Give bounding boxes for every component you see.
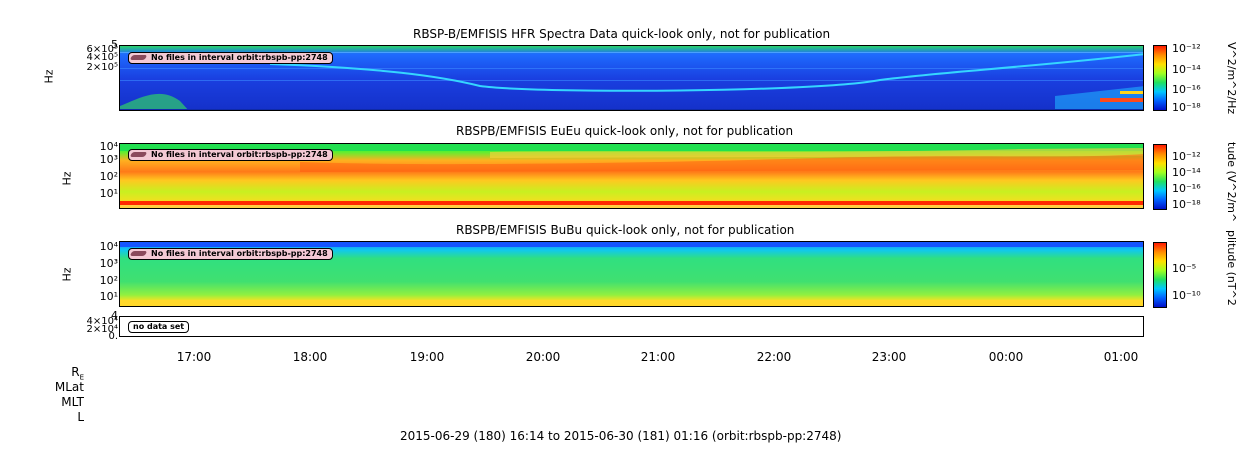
panel2-ytick-2: 10² — [99, 170, 118, 183]
eph-label-mlt: MLT — [61, 395, 84, 409]
panel3-ylabel: Hz — [60, 267, 74, 282]
panel1-title: RBSP-B/EMFISIS HFR Spectra Data quick-lo… — [413, 27, 831, 41]
panel3-cb-label: plitude (nT^2 — [1225, 230, 1238, 306]
x-tick-2300: 23:00 — [871, 350, 907, 364]
no-data-set-badge: no data set — [128, 321, 190, 333]
tag-icon — [129, 152, 148, 157]
panel2-ytick-3: 10¹ — [99, 187, 118, 200]
panel1-ytop: 5 — [111, 38, 118, 51]
panel1-cb-label: V^2/m^2/Hz — [1225, 42, 1238, 115]
panel1-ytick-0: 6×10⁵ — [86, 44, 118, 55]
panel2-cb-tick-1: 10⁻¹⁴ — [1172, 166, 1201, 179]
ephemeris-panel — [119, 316, 1144, 337]
bubu-spectrogram — [119, 241, 1144, 307]
panel2-colorbar — [1153, 144, 1167, 210]
panel1-colorbar — [1153, 45, 1167, 111]
panel2-ytick-0: 10⁴ — [99, 140, 118, 153]
x-tick-0100: 01:00 — [1103, 350, 1139, 364]
panel3-title: RBSPB/EMFISIS BuBu quick-look only, not … — [456, 223, 795, 237]
tag-icon — [129, 251, 148, 256]
panel1-cb-tick-2: 10⁻¹⁶ — [1172, 83, 1201, 96]
panel1-ytick-2: 2×10⁵ — [86, 62, 118, 73]
panel4-ytop: 4 — [111, 309, 118, 322]
panel2-ylabel: Hz — [60, 171, 74, 186]
panel4-ytick-0: 4×10⁴ — [86, 316, 118, 327]
eph-r-sub: E — [79, 373, 84, 382]
panel1-cb-tick-3: 10⁻¹⁸ — [1172, 101, 1201, 114]
panel1-ytick-1: 4×10⁵ — [86, 52, 118, 63]
panel1-no-files-badge: No files in interval orbit:rbspb-pp:2748 — [128, 52, 333, 64]
hfr-plot — [120, 46, 1143, 110]
eph-label-mlat: MLat — [54, 380, 84, 394]
panel3-ytick-1: 10³ — [99, 257, 118, 270]
panel2-badge-text: No files in interval orbit:rbspb-pp:2748 — [151, 150, 328, 159]
x-tick-2100: 21:00 — [640, 350, 676, 364]
eph-r-text: R — [71, 365, 80, 379]
panel1-cb-tick-0: 10⁻¹² — [1172, 42, 1201, 55]
x-tick-1800: 18:00 — [292, 350, 328, 364]
eph-label-r: RE — [44, 365, 84, 381]
panel2-no-files-badge: No files in interval orbit:rbspb-pp:2748 — [128, 149, 333, 161]
x-tick-0000: 00:00 — [988, 350, 1024, 364]
panel2-title: RBSPB/EMFISIS EuEu quick-look only, not … — [456, 124, 794, 138]
panel2-cb-label: tude (V^2/m^ — [1225, 142, 1238, 223]
panel3-badge-text: No files in interval orbit:rbspb-pp:2748 — [151, 249, 328, 258]
panel3-cb-tick-0: 10⁻⁵ — [1172, 262, 1197, 275]
bubu-plot — [120, 242, 1143, 306]
footer-time-range: 2015-06-29 (180) 16:14 to 2015-06-30 (18… — [400, 429, 842, 443]
panel4-ytick-2: 0. — [108, 331, 118, 342]
panel1-ylabel: Hz — [42, 69, 56, 84]
panel1-cb-tick-1: 10⁻¹⁴ — [1172, 63, 1201, 76]
hfr-spectrogram — [119, 45, 1144, 111]
panel3-ytick-2: 10² — [99, 274, 118, 287]
panel4-ytick-1: 2×10⁴ — [86, 324, 118, 335]
x-tick-2200: 22:00 — [756, 350, 792, 364]
panel2-ytick-1: 10³ — [99, 153, 118, 166]
x-tick-2000: 20:00 — [525, 350, 561, 364]
panel2-cb-tick-2: 10⁻¹⁶ — [1172, 182, 1201, 195]
tag-icon — [129, 55, 148, 60]
eph-label-l: L — [77, 410, 84, 424]
panel3-no-files-badge: No files in interval orbit:rbspb-pp:2748 — [128, 248, 333, 260]
panel2-cb-tick-3: 10⁻¹⁸ — [1172, 198, 1201, 211]
panel3-ytick-3: 10¹ — [99, 290, 118, 303]
panel3-cb-tick-1: 10⁻¹⁰ — [1172, 289, 1201, 302]
panel1-badge-text: No files in interval orbit:rbspb-pp:2748 — [151, 53, 328, 62]
panel2-cb-tick-0: 10⁻¹² — [1172, 150, 1201, 163]
panel3-colorbar — [1153, 242, 1167, 308]
panel3-ytick-0: 10⁴ — [99, 240, 118, 253]
x-tick-1700: 17:00 — [176, 350, 212, 364]
x-tick-1900: 19:00 — [409, 350, 445, 364]
